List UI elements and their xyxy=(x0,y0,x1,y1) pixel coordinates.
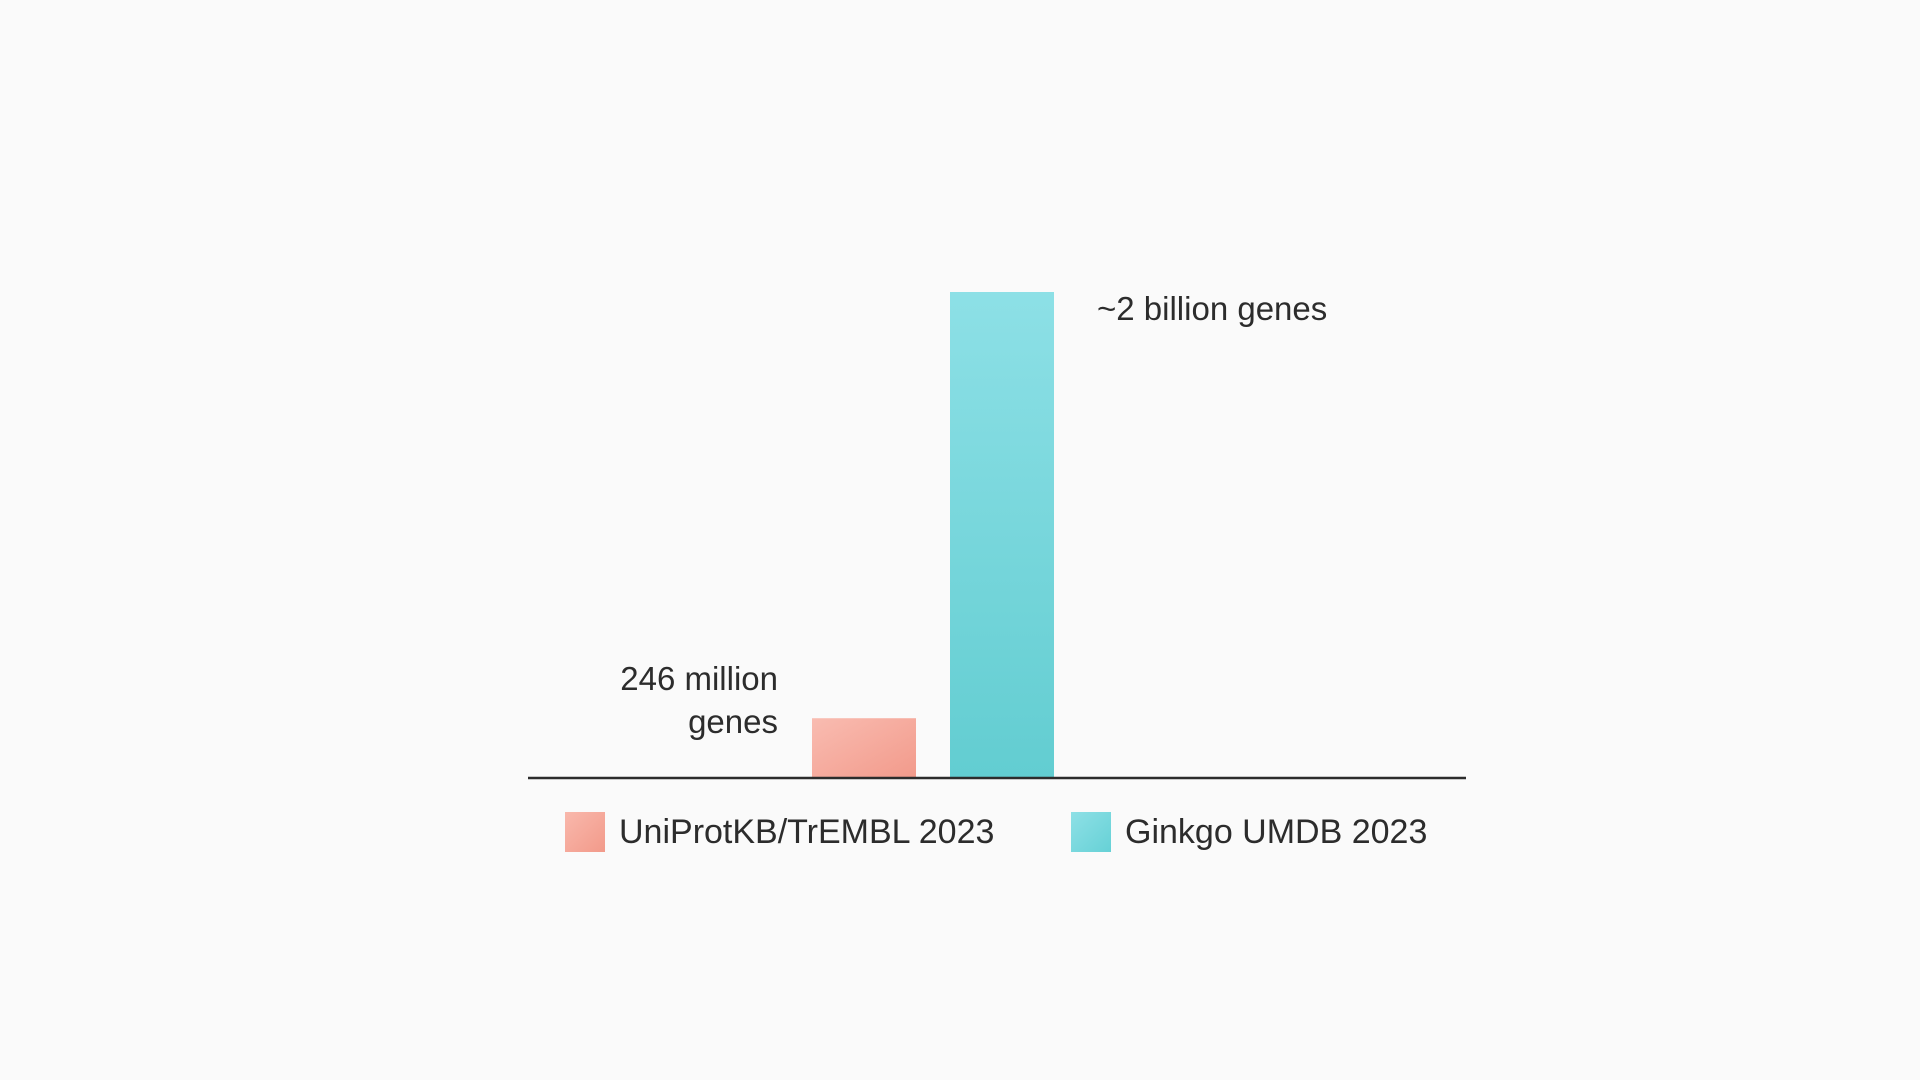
legend-item-uniprot: UniProtKB/TrEMBL 2023 xyxy=(565,812,994,852)
bar-label-uniprot: 246 million genes xyxy=(620,660,778,740)
legend-swatch-ginkgo xyxy=(1071,812,1111,852)
legend-swatch-uniprot xyxy=(565,812,605,852)
bar-label-ginkgo: ~2 billion genes xyxy=(1097,290,1328,327)
legend-label-ginkgo: Ginkgo UMDB 2023 xyxy=(1125,812,1428,851)
legend-item-ginkgo: Ginkgo UMDB 2023 xyxy=(1071,812,1427,852)
legend-label-uniprot: UniProtKB/TrEMBL 2023 xyxy=(619,812,995,851)
bar-uniprot xyxy=(812,718,916,778)
bar-ginkgo xyxy=(950,292,1054,778)
